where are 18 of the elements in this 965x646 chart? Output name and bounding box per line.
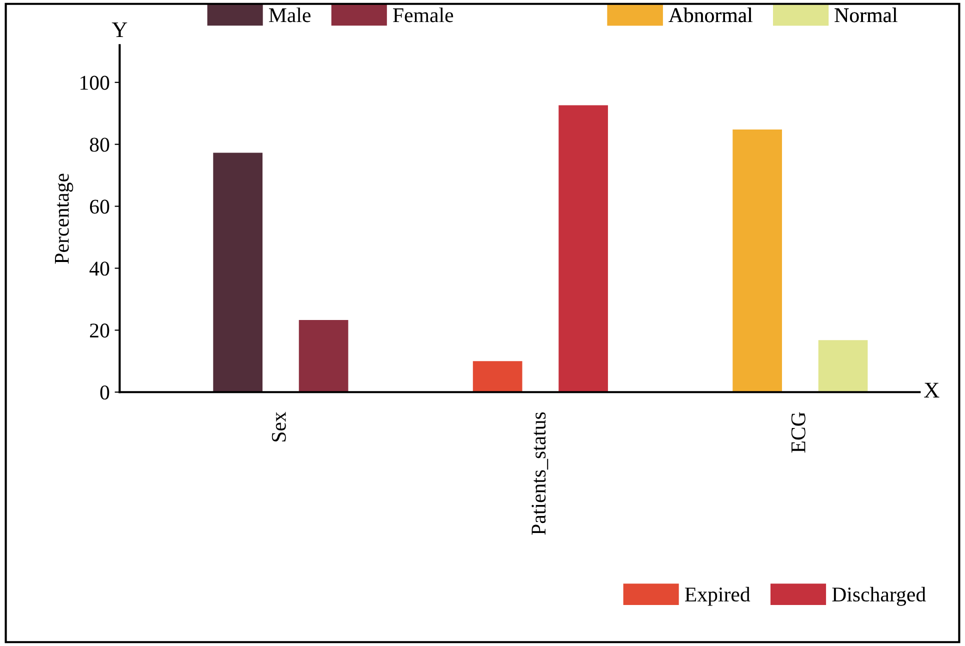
y-tick-label: 100 bbox=[80, 76, 110, 90]
y-tick-label: 20 bbox=[90, 324, 110, 338]
legend-label: Abnormal bbox=[668, 8, 752, 22]
x-tick-label: Sex bbox=[272, 412, 286, 442]
legend-label: Male bbox=[269, 8, 310, 22]
x-tick-label: ECG bbox=[791, 412, 806, 453]
legend-label: Normal bbox=[834, 8, 898, 22]
text: Y bbox=[112, 22, 128, 38]
text: X bbox=[924, 382, 940, 398]
legend-label: Expired bbox=[685, 586, 750, 606]
y-tick-label: 0 bbox=[100, 385, 110, 400]
y-tick-label: 40 bbox=[90, 262, 110, 276]
y-tick-label: 80 bbox=[90, 138, 110, 152]
y-axis-title: Percentage bbox=[54, 174, 74, 264]
legend-label: Discharged bbox=[832, 586, 926, 606]
y-tick-label: 60 bbox=[90, 200, 110, 214]
x-tick-label: Patients_status bbox=[532, 412, 548, 535]
legend-label: Female bbox=[393, 8, 454, 22]
